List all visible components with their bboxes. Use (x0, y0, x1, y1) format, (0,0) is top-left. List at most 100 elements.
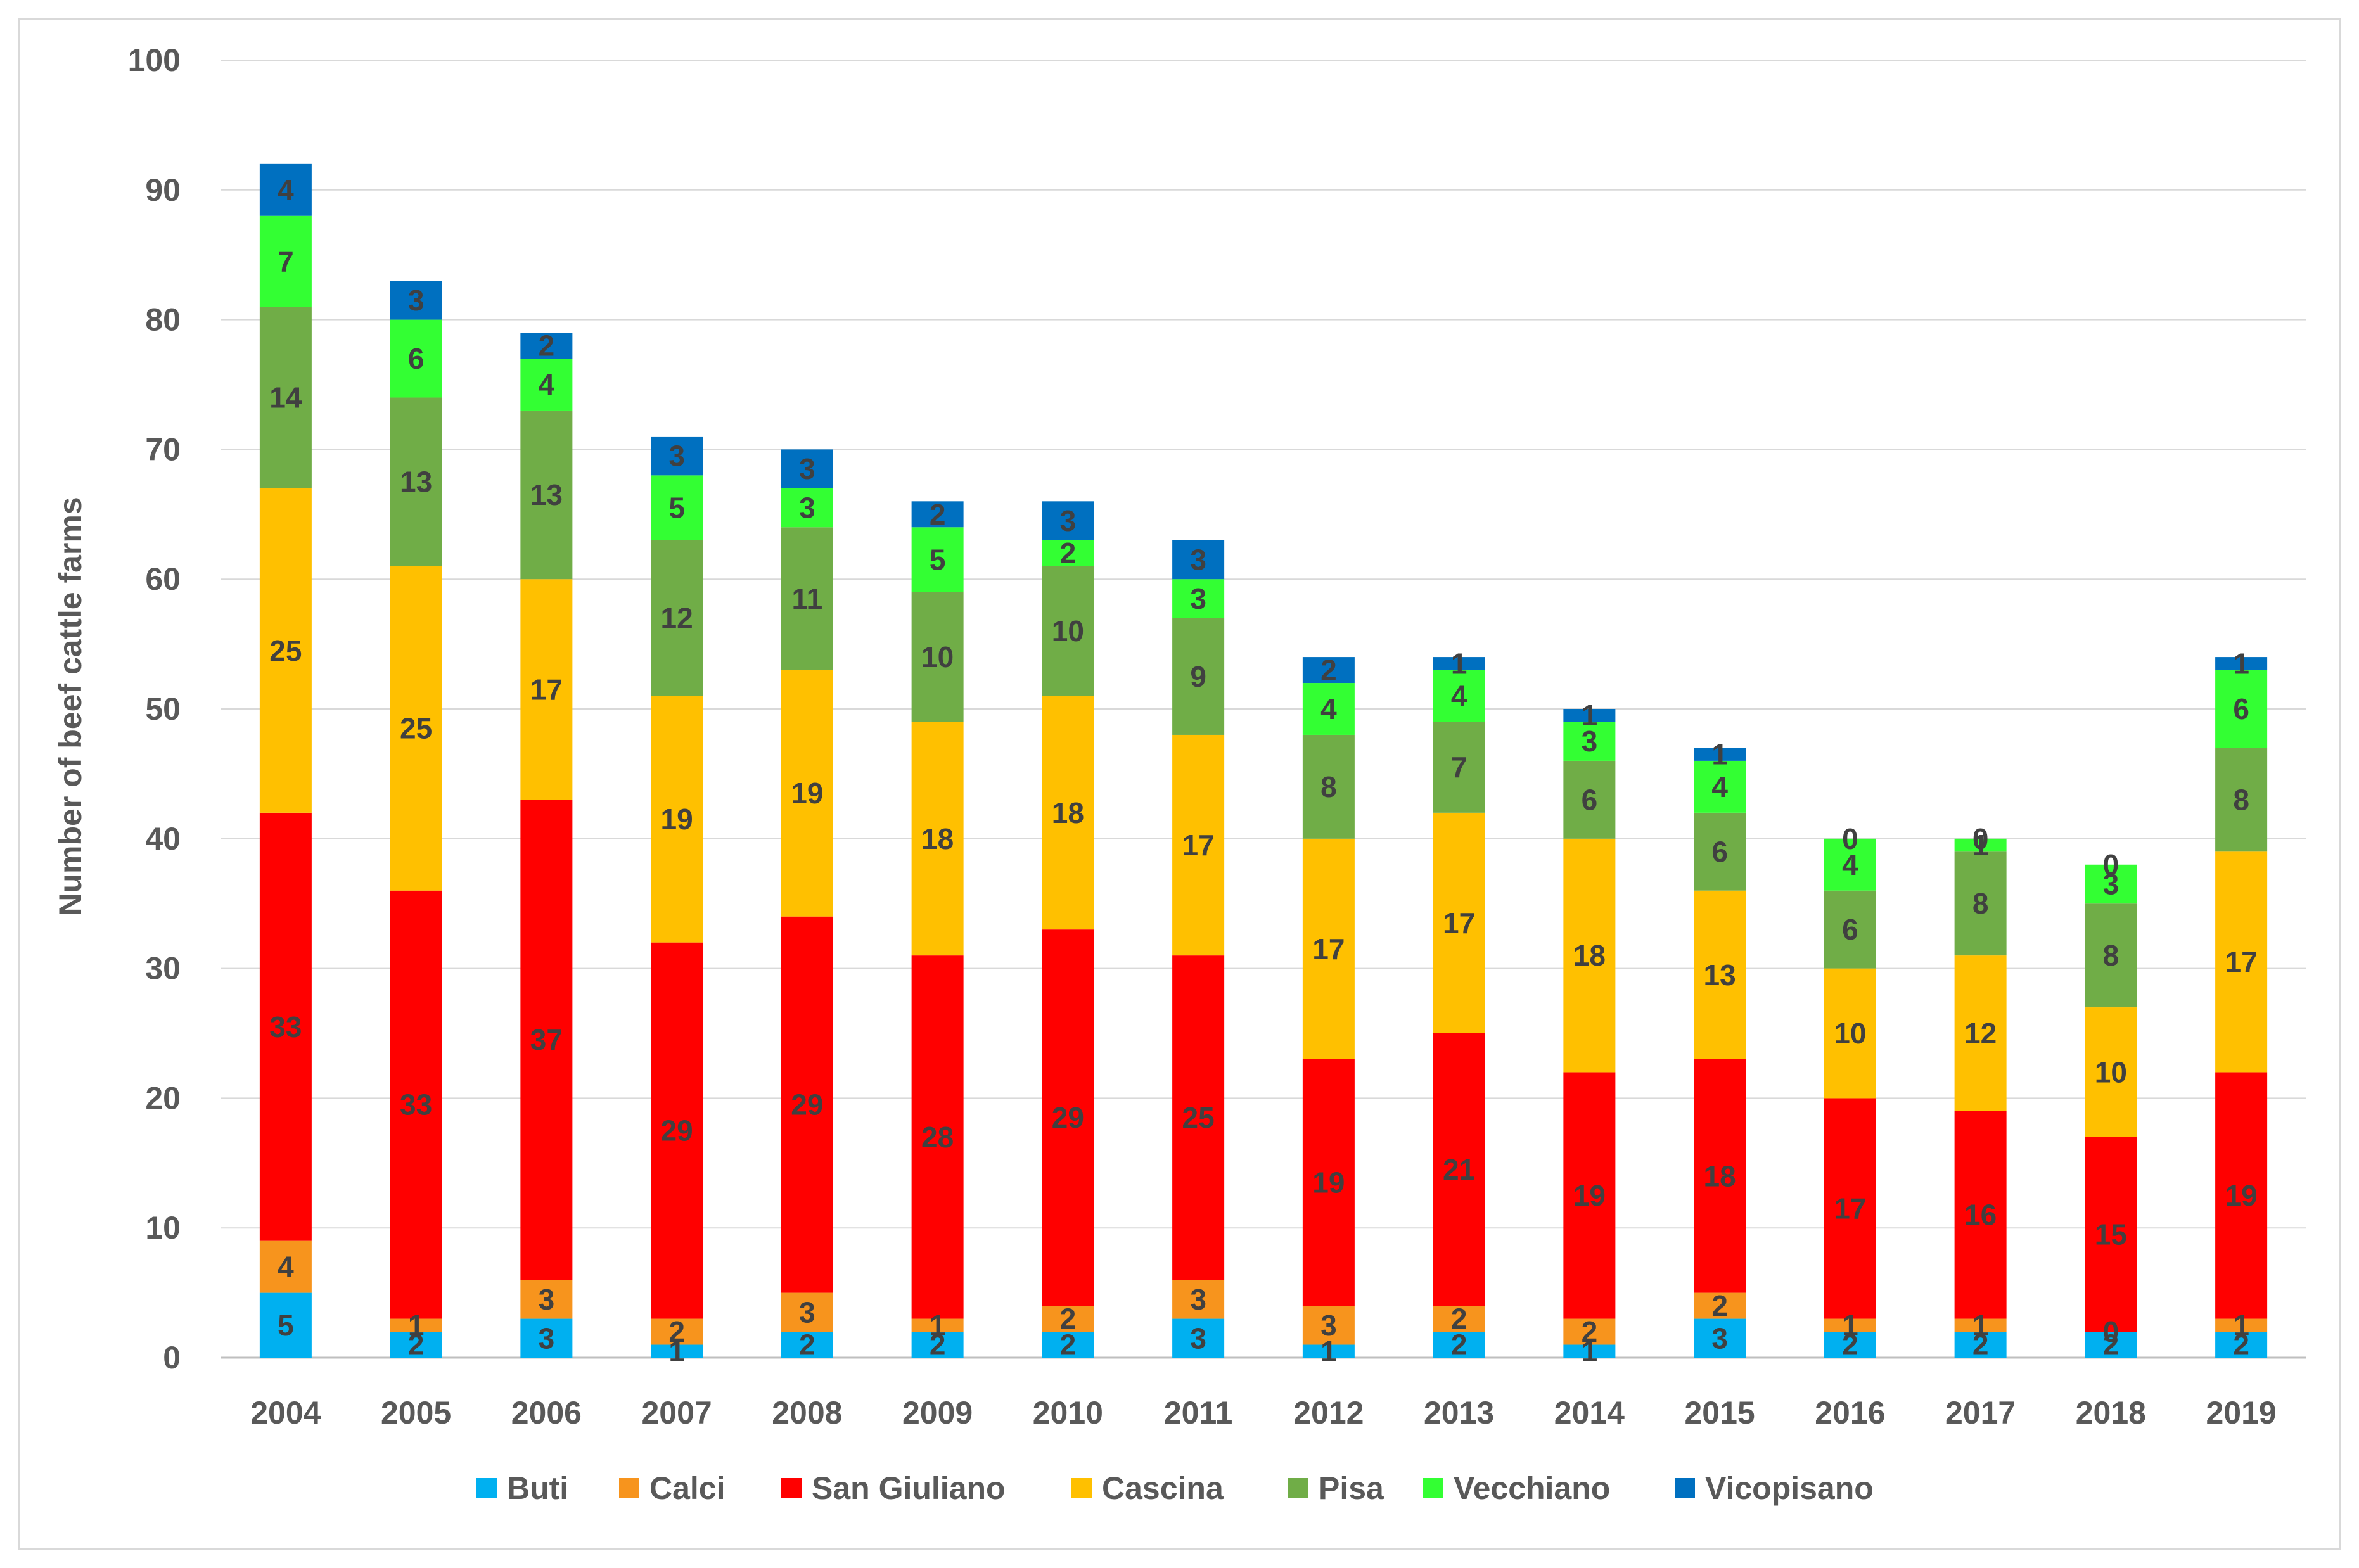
legend: Buti Calci San Giuliano Cascina Pisa Vecchian… (476, 1470, 1874, 1506)
data-label: 1 (2233, 647, 2249, 680)
legend-swatch (476, 1478, 497, 1498)
data-label: 10 (921, 641, 954, 673)
data-label: 16 (1964, 1199, 1997, 1232)
data-label: 19 (1573, 1179, 1606, 1212)
bar-segment (1694, 1318, 1746, 1358)
bar-segment (1954, 1318, 2007, 1332)
data-label: 0 (1842, 822, 1858, 855)
data-label: 17 (1834, 1192, 1866, 1225)
bar-segment (1824, 838, 1876, 891)
bar-segment (1954, 851, 2007, 956)
y-axis-ticks: 0 10 20 30 40 50 60 70 80 90 100 (128, 42, 181, 1375)
bar-segment (2215, 1332, 2268, 1358)
data-label: 9 (1190, 660, 1206, 693)
bar-segment (390, 1332, 442, 1358)
data-label: 4 (1451, 680, 1467, 713)
x-tick-label: 2017 (1945, 1395, 2016, 1431)
data-label: 18 (1573, 939, 1606, 972)
data-label: 29 (791, 1088, 823, 1121)
bar-segment (1302, 683, 1355, 735)
bar-segment (1563, 838, 1616, 1073)
bar-segment (1824, 968, 1876, 1099)
bar-segment (1694, 812, 1746, 891)
data-label: 8 (2103, 939, 2119, 972)
y-tick-label: 10 (145, 1210, 181, 1246)
bar-segment (259, 488, 312, 813)
data-label: 4 (278, 174, 294, 207)
y-tick-label: 70 (145, 431, 181, 467)
bar-segment (1172, 1280, 1225, 1319)
bar-segment (390, 890, 442, 1319)
legend-swatch (1288, 1478, 1308, 1498)
bar-segment (259, 812, 312, 1241)
bar-segment (1433, 1033, 1485, 1306)
data-label: 1 (1972, 1309, 1989, 1342)
data-label: 2 (930, 1329, 946, 1361)
bar-segment (651, 696, 703, 943)
bar-segment (259, 215, 312, 307)
bar-segment (781, 1332, 833, 1358)
data-label: 2 (668, 1315, 685, 1348)
bar-segment (1302, 657, 1355, 684)
data-label: 17 (1443, 907, 1475, 940)
bar-segment (2085, 1332, 2137, 1358)
data-label: 3 (1711, 1322, 1728, 1354)
bar-segment (1563, 1344, 1616, 1358)
bar-segment (2215, 748, 2268, 852)
data-label: 2 (2103, 1329, 2119, 1361)
data-label: 5 (278, 1309, 294, 1342)
x-tick-label: 2005 (381, 1395, 451, 1431)
bar-segment (520, 333, 573, 359)
x-tick-label: 2016 (1815, 1395, 1885, 1431)
legend-label: Vicopisano (1705, 1470, 1874, 1506)
bar-segment (1563, 1318, 1616, 1345)
data-label: 3 (539, 1283, 555, 1316)
data-label: 3 (668, 440, 685, 473)
x-tick-label: 2013 (1424, 1395, 1494, 1431)
x-tick-label: 2007 (642, 1395, 712, 1431)
data-label: 29 (661, 1114, 693, 1147)
bar-segment (1954, 1332, 2007, 1358)
bar-segment (651, 475, 703, 540)
data-label: 19 (1312, 1166, 1345, 1199)
legend-swatch (1423, 1478, 1443, 1498)
bar-segment (651, 436, 703, 476)
data-label: 10 (2095, 1055, 2127, 1088)
bar-segment (1563, 1072, 1616, 1319)
bar-segment (1172, 955, 1225, 1280)
x-tick-label: 2011 (1164, 1395, 1232, 1431)
bar-segment (1302, 1344, 1355, 1358)
bar-segment (1433, 670, 1485, 722)
bar-segment (2085, 903, 2137, 1008)
x-tick-label: 2018 (2076, 1395, 2146, 1431)
data-label: 12 (1964, 1017, 1997, 1050)
data-label: 28 (921, 1121, 954, 1154)
data-label: 1 (1582, 699, 1598, 732)
bar-segment (520, 1318, 573, 1358)
data-label: 0 (2103, 1315, 2119, 1348)
y-tick-label: 20 (145, 1080, 181, 1116)
data-label: 2 (1060, 1329, 1077, 1361)
bar-segment (2215, 670, 2268, 748)
bar-segment (1302, 838, 1355, 1059)
data-label: 3 (1190, 1322, 1206, 1354)
bar-segment (781, 1292, 833, 1332)
data-label: 2 (1451, 1329, 1467, 1361)
bar-segment (1042, 540, 1094, 566)
data-label: 1 (1972, 829, 1989, 862)
legend-label: Calci (649, 1470, 726, 1506)
bar-segment (911, 1318, 964, 1332)
data-label: 3 (539, 1322, 555, 1354)
bar-segment (1694, 748, 1746, 761)
bar-segment (1042, 929, 1094, 1306)
y-tick-label: 100 (128, 42, 181, 78)
bar-segment (390, 397, 442, 566)
bar-segment (911, 501, 964, 528)
data-label: 2 (2233, 1329, 2249, 1361)
data-label: 3 (1582, 725, 1598, 758)
y-axis-label: Number of beef cattle farms (53, 497, 88, 915)
bar-segment (1042, 501, 1094, 540)
bar-segment (2085, 1007, 2137, 1137)
legend-swatch (1675, 1478, 1695, 1498)
data-label: 2 (799, 1329, 815, 1361)
